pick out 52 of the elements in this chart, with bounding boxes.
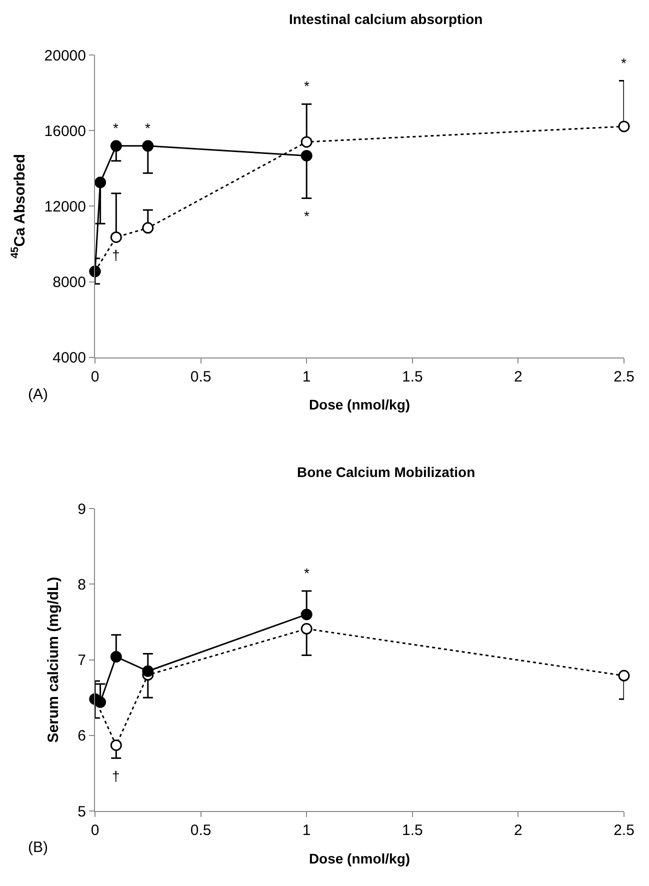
y-tick-label: 5 bbox=[78, 803, 86, 820]
x-tick-label: 0.5 bbox=[190, 368, 212, 386]
point bbox=[110, 739, 122, 751]
x-tick-label: 0.5 bbox=[190, 822, 212, 839]
y-axis-title: Serum calcium (mg/dL) bbox=[44, 576, 62, 743]
annotation: * bbox=[304, 78, 310, 94]
x-tick-label: 1 bbox=[302, 822, 311, 839]
y-tick-label: 8 bbox=[78, 576, 86, 594]
point bbox=[300, 136, 312, 148]
point bbox=[618, 670, 630, 682]
y-tick-label: 4000 bbox=[52, 350, 86, 367]
point bbox=[142, 222, 154, 234]
x-tick-label: 2 bbox=[514, 822, 522, 839]
text: (B) bbox=[28, 839, 48, 856]
x-tick-label: 1.5 bbox=[402, 822, 423, 839]
x-tick-label: 0 bbox=[90, 368, 100, 386]
point bbox=[300, 150, 312, 162]
chart-title: Bone Calcium Mobilization bbox=[297, 464, 476, 480]
point bbox=[94, 176, 106, 188]
x-tick-label: 2 bbox=[514, 368, 522, 386]
point bbox=[142, 665, 154, 677]
annotation: * bbox=[304, 208, 310, 224]
x-tick-label: 0 bbox=[90, 822, 100, 839]
point bbox=[94, 696, 106, 708]
y-tick-label: 7 bbox=[78, 652, 86, 670]
x-tick-label: 1 bbox=[302, 368, 311, 386]
point bbox=[110, 231, 122, 243]
point bbox=[142, 140, 154, 152]
y-tick-label: 16000 bbox=[44, 122, 86, 140]
annotation: * bbox=[304, 565, 310, 581]
y-tick-label: 8000 bbox=[52, 274, 86, 292]
x-tick-label: 1.5 bbox=[402, 368, 423, 386]
point bbox=[618, 120, 630, 132]
x-tick-label: 2.5 bbox=[614, 368, 634, 386]
y-tick-label: 12000 bbox=[44, 198, 86, 216]
y-tick-label: 9 bbox=[78, 500, 86, 518]
x-axis-title: Dose (nmol/kg) bbox=[308, 396, 410, 413]
annotation: * bbox=[621, 55, 627, 71]
annotation: † bbox=[112, 247, 120, 263]
point bbox=[300, 608, 312, 620]
x-axis-title: Dose (nmol/kg) bbox=[308, 850, 410, 866]
y-tick-label: 6 bbox=[78, 728, 86, 745]
point bbox=[110, 140, 122, 152]
annotation: * bbox=[113, 120, 119, 136]
annotation: * bbox=[145, 120, 151, 136]
x-tick-label: 2.5 bbox=[614, 822, 634, 839]
point bbox=[300, 623, 312, 635]
annotation: † bbox=[112, 768, 120, 784]
point bbox=[110, 651, 122, 663]
y-tick-label: 20000 bbox=[44, 47, 86, 64]
chart-title: Intestinal calcium absorption bbox=[289, 11, 483, 27]
text: (A) bbox=[28, 386, 48, 403]
